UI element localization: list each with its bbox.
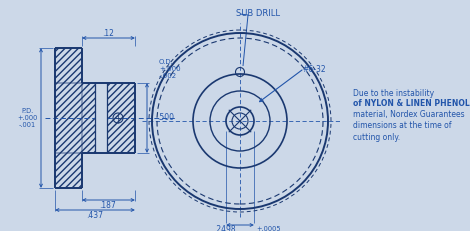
Text: #6-32: #6-32 xyxy=(302,64,326,73)
Text: cutting only.: cutting only. xyxy=(353,133,400,142)
Text: .12: .12 xyxy=(102,28,114,37)
Text: .437: .437 xyxy=(86,212,103,221)
Text: material, Nordex Guarantees: material, Nordex Guarantees xyxy=(353,110,465,119)
Text: Due to the instability: Due to the instability xyxy=(353,88,434,97)
Bar xyxy=(55,83,82,153)
Text: P.D.
+.000
-.001: P.D. +.000 -.001 xyxy=(17,108,37,128)
Bar xyxy=(55,48,82,83)
Text: O.D.: O.D. xyxy=(159,59,174,65)
Text: .500: .500 xyxy=(157,113,174,122)
Bar xyxy=(55,153,82,188)
Text: -.002: -.002 xyxy=(159,73,177,79)
Bar xyxy=(95,83,107,153)
Text: dimensions at the time of: dimensions at the time of xyxy=(353,122,452,131)
Text: of NYLON & LINEN PHENOLIC: of NYLON & LINEN PHENOLIC xyxy=(353,100,470,109)
Text: .187: .187 xyxy=(100,201,117,210)
Bar xyxy=(82,83,135,153)
Text: .2498: .2498 xyxy=(214,225,236,231)
Text: SUB DRILL: SUB DRILL xyxy=(236,9,280,18)
Text: +.0005: +.0005 xyxy=(256,226,281,231)
Text: +.000: +.000 xyxy=(159,66,180,72)
